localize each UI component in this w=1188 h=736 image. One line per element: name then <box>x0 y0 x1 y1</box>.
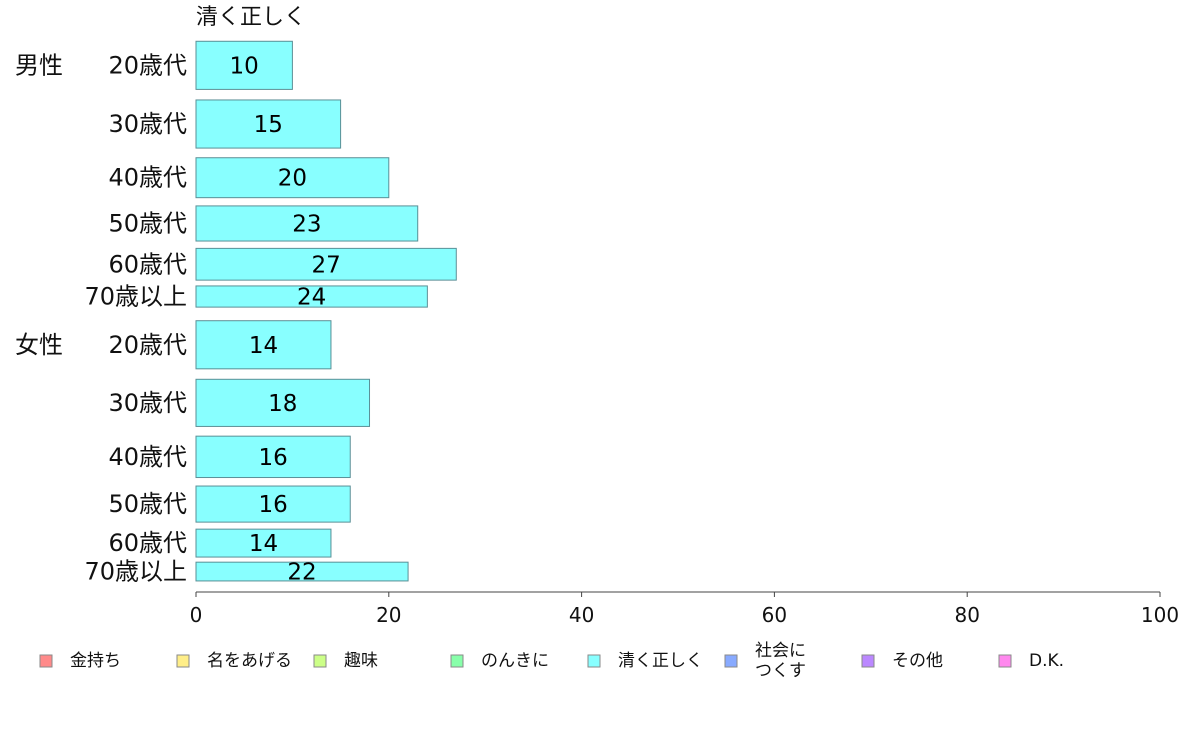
legend-label: 清く正しく <box>618 651 703 671</box>
legend-label: D.K. <box>1029 651 1064 671</box>
legend-label: のんきに <box>481 651 549 671</box>
legend-swatch <box>176 654 190 668</box>
bar <box>195 247 457 281</box>
row-label: 50歳代 <box>108 490 187 518</box>
x-tick-label: 100 <box>1141 603 1179 627</box>
x-tick-label: 60 <box>762 603 787 627</box>
legend-label: 社会につくす <box>755 641 806 681</box>
bar <box>195 561 409 582</box>
row-label: 20歳代 <box>108 51 187 79</box>
bar <box>195 528 332 558</box>
bar <box>195 157 390 199</box>
legend-label: 趣味 <box>344 651 378 671</box>
legend-swatch <box>998 654 1012 668</box>
legend-swatch <box>39 654 53 668</box>
legend-label: その他 <box>892 651 943 671</box>
bar-value-label: 23 <box>292 211 321 237</box>
bar <box>195 40 293 90</box>
bar-value-label: 18 <box>268 391 297 417</box>
series-title: 清く正しく <box>196 5 306 30</box>
bar <box>195 99 342 149</box>
bar-value-label: 16 <box>258 445 287 471</box>
bar-value-label: 15 <box>254 112 283 138</box>
bar <box>195 285 428 308</box>
group-label: 女性 <box>15 331 63 359</box>
legend-swatch <box>724 654 738 668</box>
legend-swatch <box>313 654 327 668</box>
x-tick-label: 40 <box>569 603 594 627</box>
row-label: 60歳代 <box>108 529 187 557</box>
bar <box>195 378 371 427</box>
bar-value-label: 27 <box>311 252 340 278</box>
row-label: 70歳以上 <box>84 283 187 311</box>
group-label: 男性 <box>15 51 63 79</box>
legend-swatch <box>450 654 464 668</box>
bar <box>195 485 351 523</box>
legend-swatch <box>861 654 875 668</box>
row-label: 20歳代 <box>108 331 187 359</box>
row-label: 30歳代 <box>108 110 187 138</box>
x-tick-label: 80 <box>954 603 979 627</box>
bar-value-label: 24 <box>297 285 326 311</box>
row-label: 40歳代 <box>108 164 187 192</box>
legend-swatch <box>587 654 601 668</box>
bar-value-label: 10 <box>230 53 259 79</box>
bar-value-label: 14 <box>249 531 278 557</box>
bar-value-label: 22 <box>287 560 316 586</box>
bar <box>195 205 419 242</box>
row-label: 30歳代 <box>108 389 187 417</box>
legend-label: 名をあげる <box>207 651 292 671</box>
bar-value-label: 20 <box>278 166 307 192</box>
x-tick-label: 0 <box>190 603 203 627</box>
row-label: 70歳以上 <box>84 558 187 586</box>
row-label: 50歳代 <box>108 209 187 237</box>
row-label: 60歳代 <box>108 250 187 278</box>
row-label: 40歳代 <box>108 443 187 471</box>
bar <box>195 320 332 370</box>
bar-value-label: 16 <box>258 492 287 518</box>
bar-value-label: 14 <box>249 333 278 359</box>
x-tick-label: 20 <box>376 603 401 627</box>
bar <box>195 435 351 479</box>
legend-label: 金持ち <box>70 651 121 671</box>
